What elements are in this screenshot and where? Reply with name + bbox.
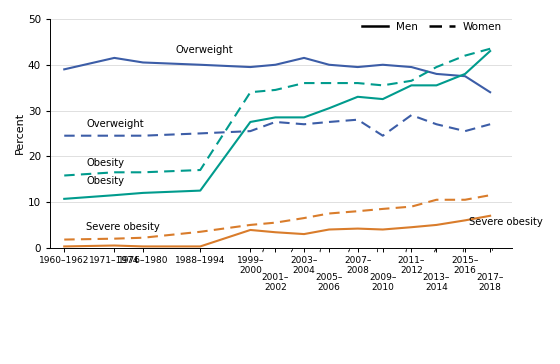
Text: 2001–
2002: 2001– 2002 xyxy=(262,273,289,292)
Text: 2003–
2004: 2003– 2004 xyxy=(290,256,318,276)
Text: 2005–
2006: 2005– 2006 xyxy=(315,273,343,292)
Text: Overweight: Overweight xyxy=(175,45,233,55)
Text: Overweight: Overweight xyxy=(86,119,144,129)
Text: Severe obesity: Severe obesity xyxy=(469,217,543,227)
Text: 2009–
2010: 2009– 2010 xyxy=(369,273,396,292)
Text: 1960–1962: 1960–1962 xyxy=(39,256,90,265)
Text: 1971–1974: 1971–1974 xyxy=(89,256,139,265)
Text: 2007–
2008: 2007– 2008 xyxy=(344,256,371,276)
Text: Obesity: Obesity xyxy=(86,158,124,168)
Text: 1976–1980: 1976–1980 xyxy=(118,256,168,265)
Text: Severe obesity: Severe obesity xyxy=(86,222,160,232)
Text: 2015–
2016: 2015– 2016 xyxy=(451,256,479,276)
Text: 2011–
2012: 2011– 2012 xyxy=(398,256,425,276)
Y-axis label: Percent: Percent xyxy=(15,112,25,154)
Text: Obesity: Obesity xyxy=(86,176,124,186)
Text: 1988–1994: 1988–1994 xyxy=(175,256,226,265)
Legend: Men, Women: Men, Women xyxy=(358,17,506,36)
Text: 1999–
2000: 1999– 2000 xyxy=(237,256,264,276)
Text: 2017–
2018: 2017– 2018 xyxy=(477,273,504,292)
Text: 2013–
2014: 2013– 2014 xyxy=(423,273,450,292)
